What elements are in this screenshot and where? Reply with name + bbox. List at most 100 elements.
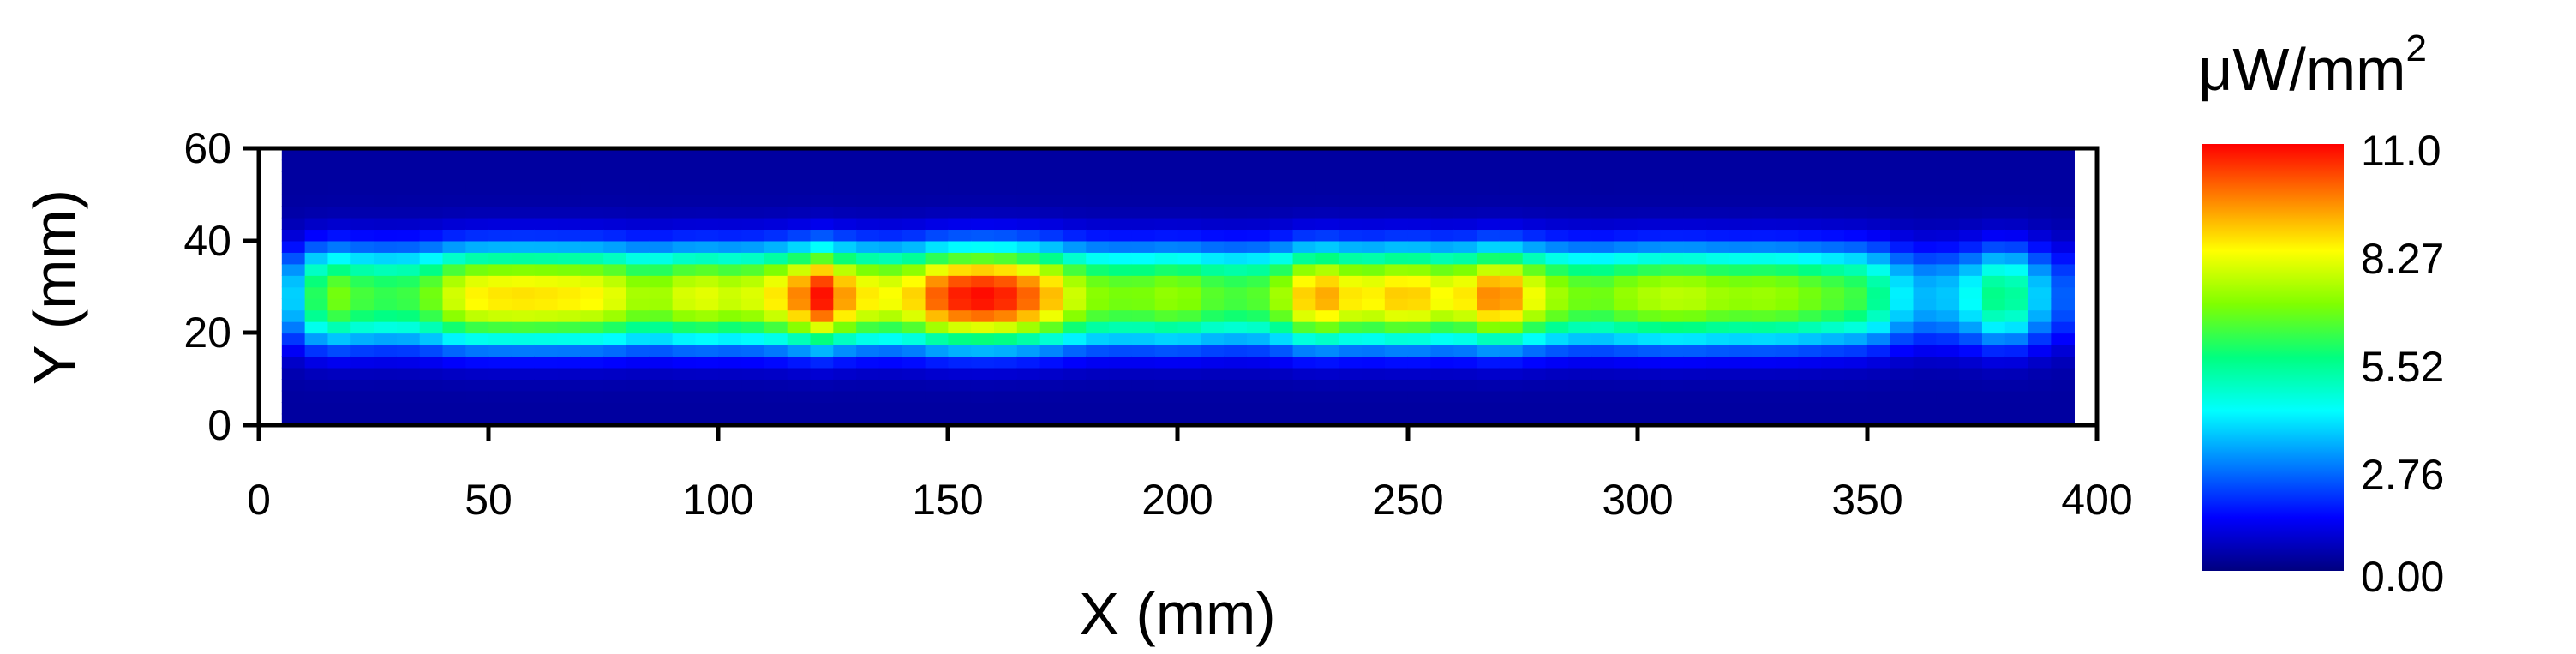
heatmap-cell: [1063, 367, 1087, 380]
heatmap-cell: [856, 275, 880, 288]
heatmap-cell: [1430, 240, 1455, 253]
heatmap-cell: [1752, 297, 1776, 311]
heatmap-cell: [1729, 379, 1753, 392]
heatmap-cell: [488, 402, 512, 415]
heatmap-cell: [1362, 194, 1386, 207]
heatmap-cell: [1729, 148, 1753, 161]
heatmap-cell: [948, 367, 972, 380]
heatmap-cell: [1683, 390, 1707, 403]
heatmap-cell: [1522, 263, 1547, 276]
heatmap-cell: [1499, 159, 1524, 172]
heatmap-cell: [833, 240, 857, 253]
heatmap-cell: [1890, 159, 1914, 172]
heatmap-cell: [1246, 217, 1271, 231]
heatmap-cell: [1384, 194, 1409, 207]
heatmap-cell: [856, 390, 880, 403]
heatmap-cell: [1752, 390, 1776, 403]
heatmap-cell: [649, 286, 674, 299]
heatmap-cell: [1109, 344, 1133, 357]
heatmap-cell: [1683, 240, 1707, 253]
heatmap-cell: [787, 159, 812, 172]
heatmap-cell: [1269, 148, 1294, 161]
heatmap-cell: [1981, 286, 2006, 299]
heatmap-cell: [695, 379, 720, 392]
heatmap-cell: [557, 367, 582, 380]
heatmap-cell: [1591, 413, 1615, 426]
heatmap-cell: [442, 379, 467, 392]
heatmap-cell: [649, 217, 674, 231]
heatmap-cell: [649, 297, 674, 311]
heatmap-cell: [1522, 344, 1547, 357]
heatmap-cell: [374, 194, 398, 207]
heatmap-cell: [511, 297, 536, 311]
heatmap-cell: [1362, 286, 1386, 299]
heatmap-cell: [649, 390, 674, 403]
heatmap-cell: [327, 344, 352, 357]
heatmap-cell: [764, 379, 788, 392]
heatmap-cell: [1453, 275, 1477, 288]
heatmap-cell: [971, 309, 995, 322]
heatmap-cell: [1683, 413, 1707, 426]
heatmap-cell: [810, 217, 835, 231]
heatmap-cell: [1821, 413, 1845, 426]
heatmap-cell: [994, 297, 1018, 311]
heatmap-cell: [350, 367, 374, 380]
heatmap-cell: [1246, 321, 1271, 334]
heatmap-cell: [1844, 252, 1868, 265]
heatmap-cell: [1936, 240, 1960, 253]
heatmap-cell: [925, 183, 950, 195]
heatmap-cell: [1131, 240, 1156, 253]
heatmap-cell: [1384, 240, 1409, 253]
heatmap-cell: [1477, 321, 1501, 334]
heatmap-cell: [971, 367, 995, 380]
heatmap-cell: [396, 252, 421, 265]
heatmap-cell: [948, 379, 972, 392]
heatmap-cell: [971, 148, 995, 161]
heatmap-cell: [810, 229, 835, 242]
heatmap-cell: [1246, 297, 1271, 311]
heatmap-cell: [1086, 275, 1110, 288]
heatmap-cell: [1292, 356, 1317, 369]
heatmap-cell: [1821, 275, 1845, 288]
heatmap-cell: [1039, 171, 1064, 184]
heatmap-cell: [580, 148, 604, 161]
heatmap-cell: [902, 344, 926, 357]
heatmap-cell: [1339, 379, 1363, 392]
heatmap-cell: [1660, 333, 1685, 345]
heatmap-cell: [396, 321, 421, 334]
heatmap-cell: [764, 297, 788, 311]
heatmap-cell: [1706, 217, 1730, 231]
heatmap-cell: [764, 275, 788, 288]
heatmap-cell: [695, 309, 720, 322]
heatmap-cell: [2028, 344, 2052, 357]
heatmap-cell: [1384, 402, 1409, 415]
heatmap-cell: [374, 252, 398, 265]
heatmap-cell: [1201, 171, 1225, 184]
heatmap-cell: [1775, 390, 1800, 403]
heatmap-cell: [741, 297, 765, 311]
heatmap-cell: [856, 379, 880, 392]
heatmap-cell: [1752, 367, 1776, 380]
heatmap-cell: [1384, 229, 1409, 242]
heatmap-cell: [1568, 240, 1592, 253]
heatmap-cell: [1430, 171, 1455, 184]
heatmap-cell: [1522, 217, 1547, 231]
heatmap-cell: [1292, 286, 1317, 299]
heatmap-cell: [374, 240, 398, 253]
heatmap-cell: [442, 183, 467, 195]
heatmap-cell: [1477, 344, 1501, 357]
heatmap-cell: [488, 321, 512, 334]
heatmap-cell: [374, 183, 398, 195]
heatmap-cell: [1844, 297, 1868, 311]
heatmap-cell: [902, 321, 926, 334]
heatmap-cell: [1339, 206, 1363, 219]
heatmap-cell: [1752, 217, 1776, 231]
heatmap-cell: [672, 148, 697, 161]
heatmap-cell: [1063, 286, 1087, 299]
heatmap-cell: [1522, 367, 1547, 380]
heatmap-cell: [557, 379, 582, 392]
heatmap-cell: [787, 183, 812, 195]
heatmap-cell: [1821, 286, 1845, 299]
heatmap-cell: [833, 263, 857, 276]
heatmap-cell: [1224, 333, 1248, 345]
